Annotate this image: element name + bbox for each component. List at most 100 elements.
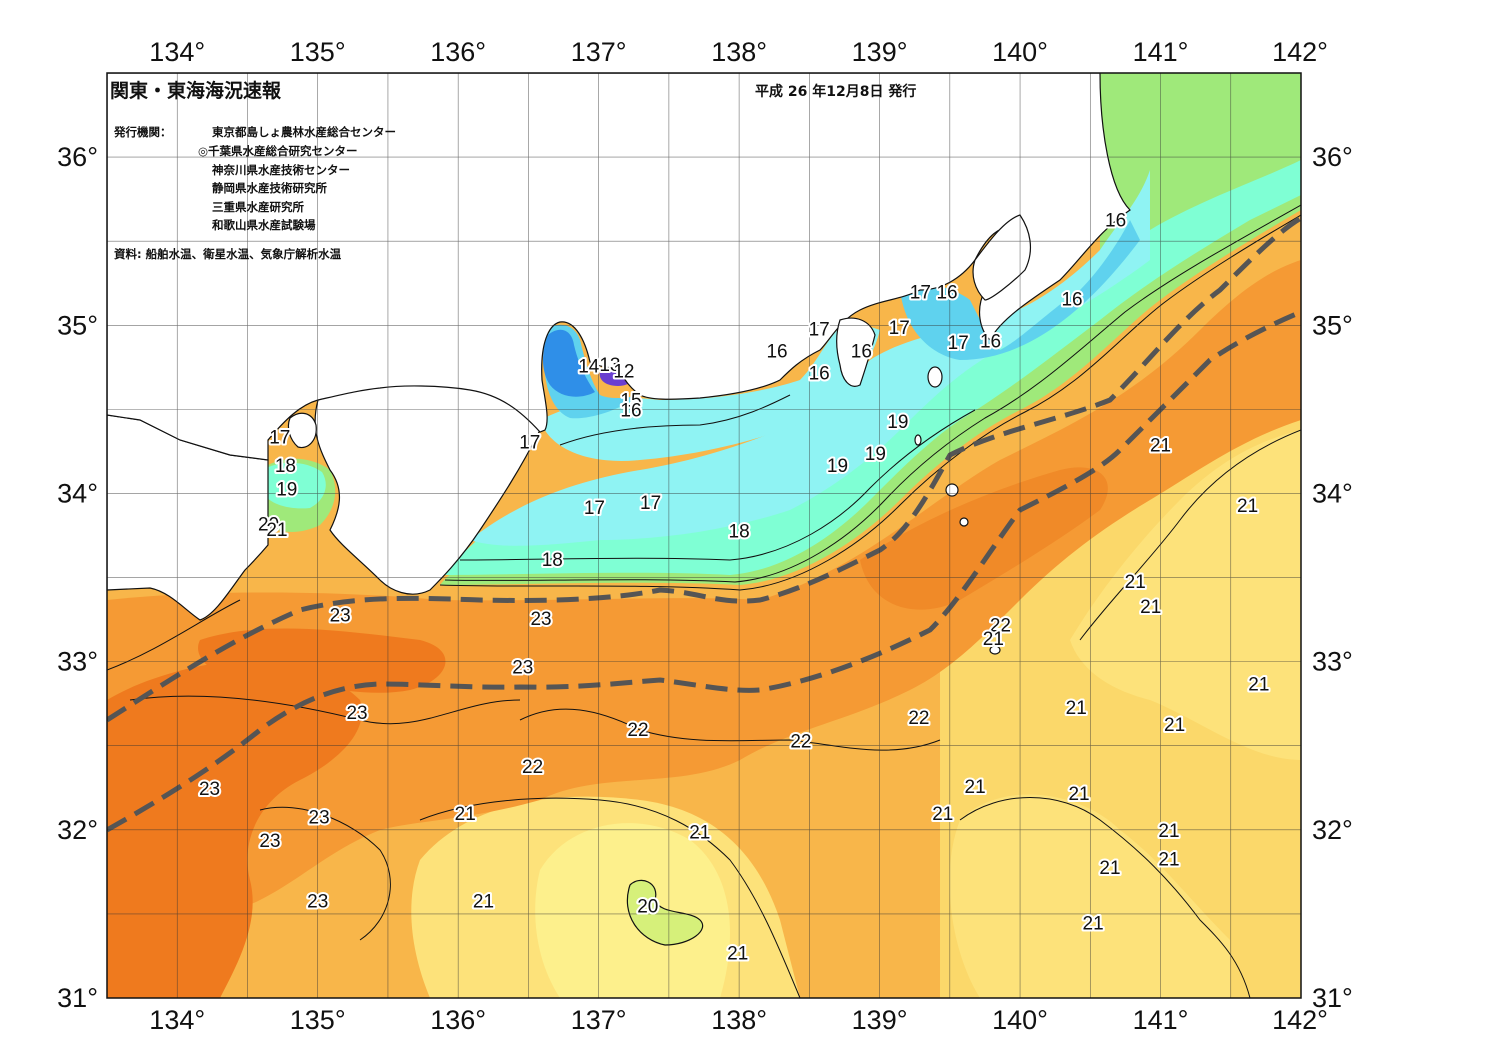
issuer-org-3: 神奈川県水産技術センター <box>212 163 350 177</box>
longitude-label: 135° <box>290 1005 346 1035</box>
sst-zone-20-green <box>626 879 704 946</box>
isotherm-label: 22 <box>790 732 811 753</box>
latitude-labels-left: 36° 35° 34° 33° 32° 31° <box>57 142 98 1013</box>
isotherm-label: 23 <box>512 658 533 679</box>
isotherm-label: 19 <box>827 456 848 477</box>
land-izu <box>836 317 876 387</box>
longitude-label: 138° <box>711 1005 767 1035</box>
latitude-label: 36° <box>57 142 98 172</box>
land-shikoku <box>107 414 269 621</box>
isotherm-lines <box>107 204 1301 998</box>
kuroshio-south-edge <box>107 309 1301 833</box>
sst-zone-se-pale <box>949 794 1230 998</box>
longitude-labels-top: 134° 135° 136° 137° 138° 139° 140° 141° 142° <box>149 37 1328 67</box>
isotherm-label: 20 <box>637 897 658 918</box>
isotherm-label: 21 <box>1150 436 1171 457</box>
longitude-label: 134° <box>149 37 205 67</box>
isotherm-label: 21 <box>1083 913 1104 934</box>
issuer-org-5: 三重県水産研究所 <box>212 200 304 214</box>
longitude-label: 141° <box>1133 37 1189 67</box>
isotherm-label: 18 <box>542 550 563 571</box>
isotherm-label: 19 <box>887 412 908 433</box>
isotherm-21-se <box>959 797 1251 998</box>
issuer-org-1: 東京都島しょ農林水産総合センター <box>212 125 396 139</box>
isotherm-21-east <box>1079 429 1301 641</box>
isotherm-label: 19 <box>276 479 297 500</box>
isotherm-label: 21 <box>1248 675 1269 696</box>
isotherm-label: 13 <box>599 355 620 376</box>
isotherm-label: 20 <box>258 515 279 536</box>
latitude-label: 36° <box>1312 142 1353 172</box>
longitude-label: 139° <box>852 37 908 67</box>
map-frame <box>106 72 1302 999</box>
latitude-label: 32° <box>1312 815 1353 845</box>
isotherm-bay-16 <box>559 394 791 446</box>
isotherm-22-line <box>519 708 941 751</box>
isotherm-label: 21 <box>689 823 710 844</box>
isotherm-label: 21 <box>473 891 494 912</box>
isotherm-label: 17 <box>809 320 830 341</box>
isotherm-23-south <box>259 806 391 941</box>
isotherm-label: 21 <box>1158 849 1179 870</box>
isotherm-label: 23 <box>307 891 328 912</box>
longitude-label: 136° <box>430 37 486 67</box>
latitude-label: 34° <box>57 478 98 508</box>
sst-zone-east-paler <box>1070 430 1301 760</box>
isotherm-label: 17 <box>640 493 661 514</box>
latitude-label: 35° <box>57 310 98 340</box>
sst-zone-deep-orange-ridge <box>198 628 446 693</box>
isotherm-label: 16 <box>809 363 830 384</box>
isotherm-label: 21 <box>1140 597 1161 618</box>
isotherm-label: 21 <box>1066 698 1087 719</box>
isotherm-label: 19 <box>865 444 886 465</box>
latitude-label: 33° <box>57 647 98 677</box>
latitude-label: 34° <box>1312 478 1353 508</box>
land-honshu <box>107 73 1131 461</box>
isotherm-label: 22 <box>908 708 929 729</box>
sst-zone-ise-blue <box>543 329 595 397</box>
isotherm-label: 15 <box>620 390 641 411</box>
isotherm-label: 23 <box>330 606 351 627</box>
sst-zone-bay-cyan <box>540 320 880 461</box>
issuer-org-2: ◎千葉県水産総合研究センター <box>198 144 358 158</box>
longitude-label: 140° <box>992 37 1048 67</box>
isotherm-label: 17 <box>910 283 931 304</box>
isotherm-label: 16 <box>936 283 957 304</box>
issuer-org-6: 和歌山県水産試験場 <box>212 218 316 232</box>
isotherm-label: 17 <box>889 318 910 339</box>
isotherm-label: 23 <box>309 807 330 828</box>
longitude-label: 142° <box>1272 37 1328 67</box>
sst-zone-deep-orange-mid <box>860 467 1108 610</box>
isotherm-label: 21 <box>965 777 986 798</box>
isotherm-23-line <box>129 695 521 725</box>
latitude-label: 32° <box>57 815 98 845</box>
isotherm-label: 21 <box>1158 821 1179 842</box>
isotherm-label: 16 <box>1105 210 1126 231</box>
sst-zone-deep-orange-sw <box>107 660 362 998</box>
longitude-label: 139° <box>852 1005 908 1035</box>
issuer-org-4: 静岡県水産技術研究所 <box>212 181 327 195</box>
isotherm-label: 21 <box>455 804 476 825</box>
isotherm-label: 22 <box>522 757 543 778</box>
land-miyakejima <box>945 483 959 497</box>
sst-zone-kii-aqua <box>262 462 326 509</box>
land-oshima <box>927 366 943 388</box>
longitude-label: 137° <box>571 1005 627 1035</box>
land <box>107 73 1131 655</box>
isotherm-label: 21 <box>1125 572 1146 593</box>
longitude-label: 138° <box>711 37 767 67</box>
isotherm-coastal-3 <box>459 409 976 561</box>
longitude-label: 137° <box>571 37 627 67</box>
land-hachijojima <box>989 645 1001 655</box>
isotherm-label: 21 <box>1237 496 1258 517</box>
isotherm-label: 16 <box>766 342 787 363</box>
isotherm-label: 17 <box>584 498 605 519</box>
isotherm-label: 22 <box>627 720 648 741</box>
isotherm-label: 21 <box>727 944 748 965</box>
longitude-label: 142° <box>1272 1005 1328 1035</box>
longitude-label: 141° <box>1133 1005 1189 1035</box>
kuroshio-axis <box>107 215 1301 833</box>
isotherm-label: 21 <box>983 629 1004 650</box>
